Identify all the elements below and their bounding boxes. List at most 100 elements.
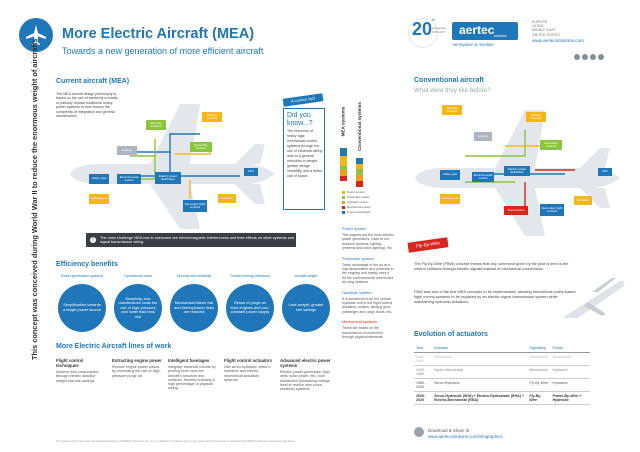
conventional-subtitle: What were they like before? (414, 87, 491, 94)
tail-upper-shape (580, 148, 610, 168)
anniversary-label: anniversary (432, 26, 447, 30)
systems-chart: MEA systems Conventional systems (338, 100, 368, 200)
lines-of-work-row: Flight control techniques Achieve less c… (56, 358, 336, 438)
youtube-icon[interactable] (590, 54, 596, 60)
table-cell: Servo-Hydraulic (SHA) + Electro-Hydrosta… (432, 391, 528, 405)
conv-primary-controls-box: Primary controls (526, 112, 546, 122)
work-item-text: Use servo-hydraulic, electro-hydraulic a… (224, 365, 271, 382)
work-item-text: Achieve less consumption through electri… (56, 370, 99, 383)
legend-label: Total power/weight (347, 210, 371, 214)
mea-label-wrap: MEA systems (338, 100, 348, 142)
table-header: Power (550, 344, 590, 353)
power-note-text: The engines are the main electric power … (342, 233, 394, 251)
region-item: MIDDLE EAST (532, 28, 556, 33)
table-cell: Mechanical (527, 352, 551, 366)
conv-secondary-flight-box: Secondary flight controls (540, 204, 564, 216)
conv-label-wrap: Conventional systems (354, 100, 364, 152)
conv-bar-seg (356, 181, 363, 187)
tail-lower-shape (580, 188, 610, 208)
legend-label: Hydraulic system (347, 200, 369, 204)
legend-label: Power system (347, 190, 365, 194)
conv-electric-power-box: Electric power distribution (504, 166, 530, 176)
work-item-title: Intelligent fuselages (168, 358, 210, 363)
conv-actuation-box: Actuation (574, 196, 592, 205)
work-item: Intelligent fuselages Integrate electric… (168, 358, 218, 391)
curious-fact-tag: A curious fact (282, 93, 324, 107)
warning-icon: ! (90, 237, 96, 243)
table-cell: Hydraulic (550, 378, 590, 392)
anniversary-number: 20 (412, 19, 433, 39)
conv-apu-box: APU (598, 168, 612, 176)
efficiency-text: Simplification towards a single power so… (63, 302, 101, 312)
side-statement: This concept was conceived during World … (30, 38, 39, 360)
power-note-text: These are based on the transmission of m… (342, 326, 384, 340)
table-header: Actuator (432, 344, 528, 353)
efficiency-circle: Simplicity, less maintenance costs the u… (114, 284, 162, 332)
power-note-title: Power system (342, 226, 367, 231)
efficiency-text: Less weight, greater fuel savings (288, 302, 324, 312)
secondary-flight-box: Secondary flight controls (183, 200, 207, 212)
legend-swatch (342, 205, 345, 209)
work-item: Flight control techniques Achieve less c… (56, 358, 106, 383)
work-item-text: Integrate electrical circuits by printin… (168, 365, 216, 391)
linkedin-icon[interactable] (574, 54, 580, 60)
conv-deicing-box: De-icing systems (442, 105, 462, 115)
efficiency-arc-label: Greater energy efficiency (229, 274, 271, 278)
landing-gear-box: Landing gear (89, 194, 109, 204)
table-header-row: Year Actuator Signalling Power (414, 344, 590, 353)
environmental-box: Environmental control (117, 174, 141, 184)
logo (452, 22, 518, 40)
mea-bar-seg (340, 170, 347, 176)
power-note-title: Hydraulic system (342, 289, 372, 295)
legend-label: Pneumatic system (347, 195, 370, 199)
twitter-icon[interactable] (582, 54, 588, 60)
current-aircraft-description: The MEA aircraft design philosophy is ba… (56, 92, 118, 119)
engines-box: Engines (117, 146, 137, 155)
legend-item: Mechanical system (342, 205, 382, 209)
mea-aircraft-diagram (70, 104, 275, 229)
table-cell: 2000-2020 (414, 391, 433, 405)
efficiency-arc-label: Security and reliability (176, 274, 212, 278)
legend-item: Power system (342, 190, 382, 194)
curious-fact-box (283, 108, 325, 210)
plane-illustration (562, 278, 625, 318)
table-cell: Mechanical (550, 352, 590, 366)
logo-subtext: solutions (494, 34, 507, 38)
conventional-title: Conventional aircraft (414, 77, 485, 84)
power-note-title: Mechanical systems (342, 319, 378, 325)
table-cell: Until 1940 (414, 352, 433, 366)
curious-fact-text: The reduction of heavy rigid mechanical … (287, 129, 323, 178)
conv-secondary-controls-box: Secondary controls (540, 140, 562, 150)
legend-item: Hydraulic system (342, 200, 382, 204)
work-item-title: Advanced electric power systems (280, 358, 331, 368)
fuselage-shape (415, 168, 620, 188)
work-item-title: Flight control actuators (224, 358, 272, 363)
mea-bar-seg (340, 176, 347, 181)
download-icon[interactable] (414, 427, 424, 437)
conv-transmission-box: Transmission (504, 206, 528, 215)
power-notes: Power system The engines are the main el… (342, 226, 394, 340)
conv-systems-label: Conventional systems (356, 101, 362, 151)
table-cell: Hydro-Mechanical (432, 365, 528, 379)
facebook-icon[interactable] (598, 54, 604, 60)
page-title: More Electric Aircraft (MEA) (62, 26, 255, 42)
efficiency-arc-label: Operational costs (124, 274, 152, 278)
infographics-link[interactable]: www.aertecsolutions.com/infographics (428, 434, 503, 439)
region-item: UNITED STATES (532, 32, 560, 37)
table-cell: Servo-Hydraulic (432, 378, 528, 392)
page-subtitle: Towards a new generation of more efficie… (62, 46, 264, 56)
website-link[interactable]: www.aertecsolutions.com (532, 38, 584, 43)
mea-bar-seg (340, 156, 347, 166)
table-row: 1940-1980 Hydro-Mechanical Mechanical Hy… (414, 365, 590, 379)
efficiency-circle: Reuse of purge air from engines and non-… (226, 284, 274, 332)
efficiency-text: Simplicity, less maintenance costs the u… (118, 295, 158, 319)
region-item: LATAM (532, 24, 544, 29)
legend-swatch (342, 210, 345, 214)
efficiency-text: Reuse of purge air from engines and non-… (230, 300, 270, 315)
work-item-text: Reduce engine power losses by minimising… (112, 365, 161, 378)
conv-landing-gear-box: Landing gear (440, 194, 460, 204)
conv-bar-seg (356, 175, 363, 181)
actuators-title: Evolution of actuators (414, 331, 488, 338)
table-cell: Power-By-Wire + Hydraulic (550, 391, 590, 405)
conventional-aircraft-diagram (415, 110, 620, 236)
